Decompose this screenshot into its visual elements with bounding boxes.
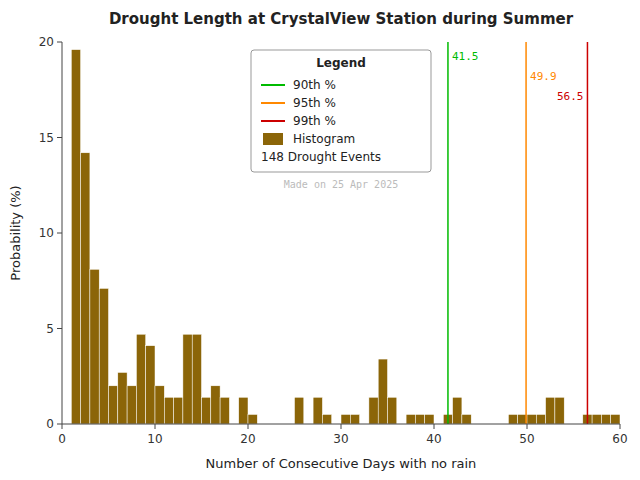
plot-area <box>71 42 620 424</box>
y-tick <box>57 137 62 138</box>
legend-swatch <box>261 102 285 104</box>
title: Drought Length at CrystalView Station du… <box>109 10 574 28</box>
histogram-bar <box>99 288 108 424</box>
histogram-bar <box>220 397 229 424</box>
histogram-bar <box>322 414 331 424</box>
histogram-bar <box>369 397 378 424</box>
histogram-bar <box>462 414 471 424</box>
histogram-bar <box>508 414 517 424</box>
legend-swatch <box>263 133 283 145</box>
x-tick-label: 0 <box>58 432 66 446</box>
legend-note: 148 Drought Events <box>261 150 381 164</box>
y-tick-label: 15 <box>39 131 54 145</box>
x-tick <box>341 424 342 429</box>
x-tick-label: 40 <box>426 432 441 446</box>
percentile-label: 56.5 <box>557 90 584 103</box>
chart: Drought Length at CrystalView Station du… <box>0 0 640 480</box>
histogram-bar <box>555 397 564 424</box>
x-tick-label: 20 <box>240 432 255 446</box>
legend-label: 90th % <box>293 78 336 92</box>
histogram-bar <box>601 414 610 424</box>
y-tick <box>57 424 62 425</box>
histogram-bar <box>118 372 127 424</box>
histogram-bar <box>592 414 601 424</box>
x-tick-label: 30 <box>333 432 348 446</box>
x-tick <box>527 424 528 429</box>
histogram-bar <box>248 414 257 424</box>
legend: Legend 90th % 95th % 99th % Histogram 148 Dro… <box>251 50 431 172</box>
histogram-bar <box>202 397 211 424</box>
histogram-bar <box>341 414 350 424</box>
histogram-bar <box>155 386 164 424</box>
histogram-bar <box>146 346 155 424</box>
x-tick <box>434 424 435 429</box>
histogram-bar <box>81 153 90 424</box>
x-tick <box>62 424 63 429</box>
histogram-bar <box>192 334 201 424</box>
x-tick <box>620 424 621 429</box>
percentile-line <box>447 42 449 424</box>
histogram-bar <box>313 397 322 424</box>
histogram-bar <box>546 397 555 424</box>
histogram-bar <box>295 397 304 424</box>
percentile-labels: 41.5 49.956.5 <box>452 50 584 103</box>
histogram-bar <box>611 414 620 424</box>
histogram-bar <box>164 397 173 424</box>
histogram-bar <box>211 386 220 424</box>
histogram-bar <box>127 386 136 424</box>
percentile-line <box>525 42 527 424</box>
histogram-bar <box>90 269 99 424</box>
y-axis-label: Probability (%) <box>8 185 23 280</box>
background <box>0 0 640 480</box>
x-tick-label: 50 <box>519 432 534 446</box>
percentile-label: 41.5 <box>452 50 479 63</box>
legend-title: Legend <box>316 56 366 70</box>
y-tick <box>57 233 62 234</box>
histogram-bar <box>71 50 80 424</box>
legend-swatch <box>261 84 285 86</box>
percentile-line <box>587 42 589 424</box>
legend-box <box>251 50 431 172</box>
x-tick <box>248 424 249 429</box>
histogram-bar <box>136 334 145 424</box>
axes: 0 10 20 30 40 50 60 0 5 10 15 20 <box>39 35 628 446</box>
percentile-label: 49.9 <box>530 70 557 83</box>
x-tick-label: 10 <box>147 432 162 446</box>
x-axis-label: Number of Consecutive Days with no rain <box>206 456 477 471</box>
x-tick <box>155 424 156 429</box>
histogram-bar <box>425 414 434 424</box>
histogram-bar <box>350 414 359 424</box>
y-tick-label: 0 <box>46 417 54 431</box>
legend-label: 95th % <box>293 96 336 110</box>
histogram-bar <box>378 359 387 424</box>
histogram-bar <box>174 397 183 424</box>
y-tick <box>57 328 62 329</box>
y-tick <box>57 42 62 43</box>
histogram-bar <box>415 414 424 424</box>
y-tick-label: 10 <box>39 226 54 240</box>
histogram-bar <box>183 334 192 424</box>
histogram-bar <box>388 397 397 424</box>
y-tick-label: 20 <box>39 35 54 49</box>
histogram-bar <box>527 414 536 424</box>
histogram-bar <box>109 386 118 424</box>
watermark: Made on 25 Apr 2025 <box>284 179 398 190</box>
histogram-bar <box>406 414 415 424</box>
y-tick-label: 5 <box>46 322 54 336</box>
legend-swatch <box>261 120 285 122</box>
histogram-bar <box>239 397 248 424</box>
legend-label: Histogram <box>293 132 355 146</box>
histogram-bar <box>536 414 545 424</box>
histogram-bar <box>453 397 462 424</box>
x-tick-label: 60 <box>612 432 627 446</box>
legend-label: 99th % <box>293 114 336 128</box>
